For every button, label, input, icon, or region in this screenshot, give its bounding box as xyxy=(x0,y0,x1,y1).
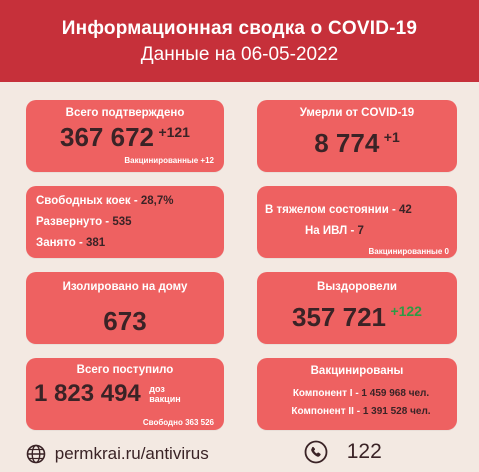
confirmed-delta: +121 xyxy=(158,124,190,140)
comp1-label: Компонент I - xyxy=(292,388,362,399)
beds-free-label: Свободных коек - xyxy=(36,195,141,207)
phone-number[interactable]: 122 xyxy=(346,440,382,463)
page-subtitle: Данные на 06-05-2022 xyxy=(140,44,339,65)
deaths-label: Умерли от COVID-19 xyxy=(299,107,415,119)
ivl-value: 7 xyxy=(357,225,364,237)
confirmed-label: Всего подтверждено xyxy=(65,107,185,119)
recovered-label: Выздоровели xyxy=(317,281,397,293)
beds-deployed-value: 535 xyxy=(112,216,132,228)
vaccine-arrived-unit-line1: доз xyxy=(149,384,165,394)
card-vaccinated: Вакцинированы Компонент I - 1 459 968 че… xyxy=(257,358,457,430)
severe-value: 42 xyxy=(399,204,412,216)
comp2-value: 1 391 528 чел. xyxy=(362,406,431,417)
card-confirmed: Всего подтверждено 367 672 +121 Вакцинир… xyxy=(26,100,224,172)
header-banner: Информационная сводка о COVID-19 Данные … xyxy=(0,0,479,82)
card-beds: Свободных коек - 28,7% Развернуто - 535 … xyxy=(26,186,224,258)
vaccinated-comp2-row: Компонент II - 1 391 528 чел. xyxy=(265,406,457,417)
isolated-value: 673 xyxy=(103,306,147,336)
deaths-value: 8 774 xyxy=(314,128,380,158)
vaccinated-comp1-row: Компонент I - 1 459 968 чел. xyxy=(265,388,457,399)
card-vaccine-arrived: Всего поступило 1 823 494 доз вакцин Сво… xyxy=(26,358,224,430)
comp2-label: Компонент II - xyxy=(291,406,363,417)
confirmed-value: 367 672 xyxy=(60,122,154,152)
footer-phone[interactable]: 122 xyxy=(304,440,382,464)
footer-website[interactable]: permkrai.ru/antivirus xyxy=(26,443,209,464)
vaccine-arrived-value: 1 823 494 xyxy=(34,380,141,407)
ivl-row: На ИВЛ - 7 xyxy=(305,225,364,237)
deaths-value-row: 8 774 +1 xyxy=(257,128,457,159)
vaccine-arrived-label: Всего поступило xyxy=(76,364,174,376)
website-link[interactable]: permkrai.ru/antivirus xyxy=(54,443,209,463)
beds-deployed-label: Развернуто - xyxy=(36,216,113,228)
card-recovered: Выздоровели 357 721 +122 xyxy=(257,272,457,344)
recovered-value-row: 357 721 +122 xyxy=(257,302,457,333)
page-title: Информационная сводка о COVID-19 xyxy=(61,18,418,39)
vaccine-arrived-unit: доз вакцин xyxy=(149,384,180,404)
recovered-value: 357 721 xyxy=(292,302,386,332)
beds-occupied-value: 381 xyxy=(85,237,106,249)
vaccine-arrived-row: 1 823 494 доз вакцин xyxy=(34,380,181,408)
confirmed-value-row: 367 672 +121 xyxy=(26,122,224,153)
recovered-delta: +122 xyxy=(390,303,422,319)
isolated-label: Изолировано на дому xyxy=(62,281,188,293)
globe-icon xyxy=(26,444,46,463)
severe-note: Вакцинированные 0 xyxy=(368,247,449,256)
severe-label: В тяжелом состоянии - xyxy=(265,204,400,216)
vaccinated-label: Вакцинированы xyxy=(310,365,404,377)
beds-free-value: 28,7% xyxy=(140,195,174,207)
comp1-value: 1 459 968 чел. xyxy=(361,388,430,399)
card-deaths: Умерли от COVID-19 8 774 +1 xyxy=(257,100,457,172)
confirmed-note: Вакцинированные +12 xyxy=(124,156,214,165)
beds-occupied-label: Занято - xyxy=(36,237,86,249)
card-severe: В тяжелом состоянии - 42 На ИВЛ - 7 Вакц… xyxy=(257,186,457,258)
severe-row: В тяжелом состоянии - 42 xyxy=(265,204,412,216)
phone-icon xyxy=(304,440,328,464)
ivl-label: На ИВЛ - xyxy=(305,225,358,237)
beds-occupied-row: Занято - 381 xyxy=(36,237,105,249)
beds-deployed-row: Развернуто - 535 xyxy=(36,216,132,228)
vaccine-arrived-note: Свободно 363 526 xyxy=(142,418,214,427)
deaths-delta: +1 xyxy=(383,129,400,145)
beds-free-row: Свободных коек - 28,7% xyxy=(36,195,174,207)
card-isolated: Изолировано на дому 673 xyxy=(26,272,224,344)
vaccine-arrived-unit-line2: вакцин xyxy=(149,394,181,404)
